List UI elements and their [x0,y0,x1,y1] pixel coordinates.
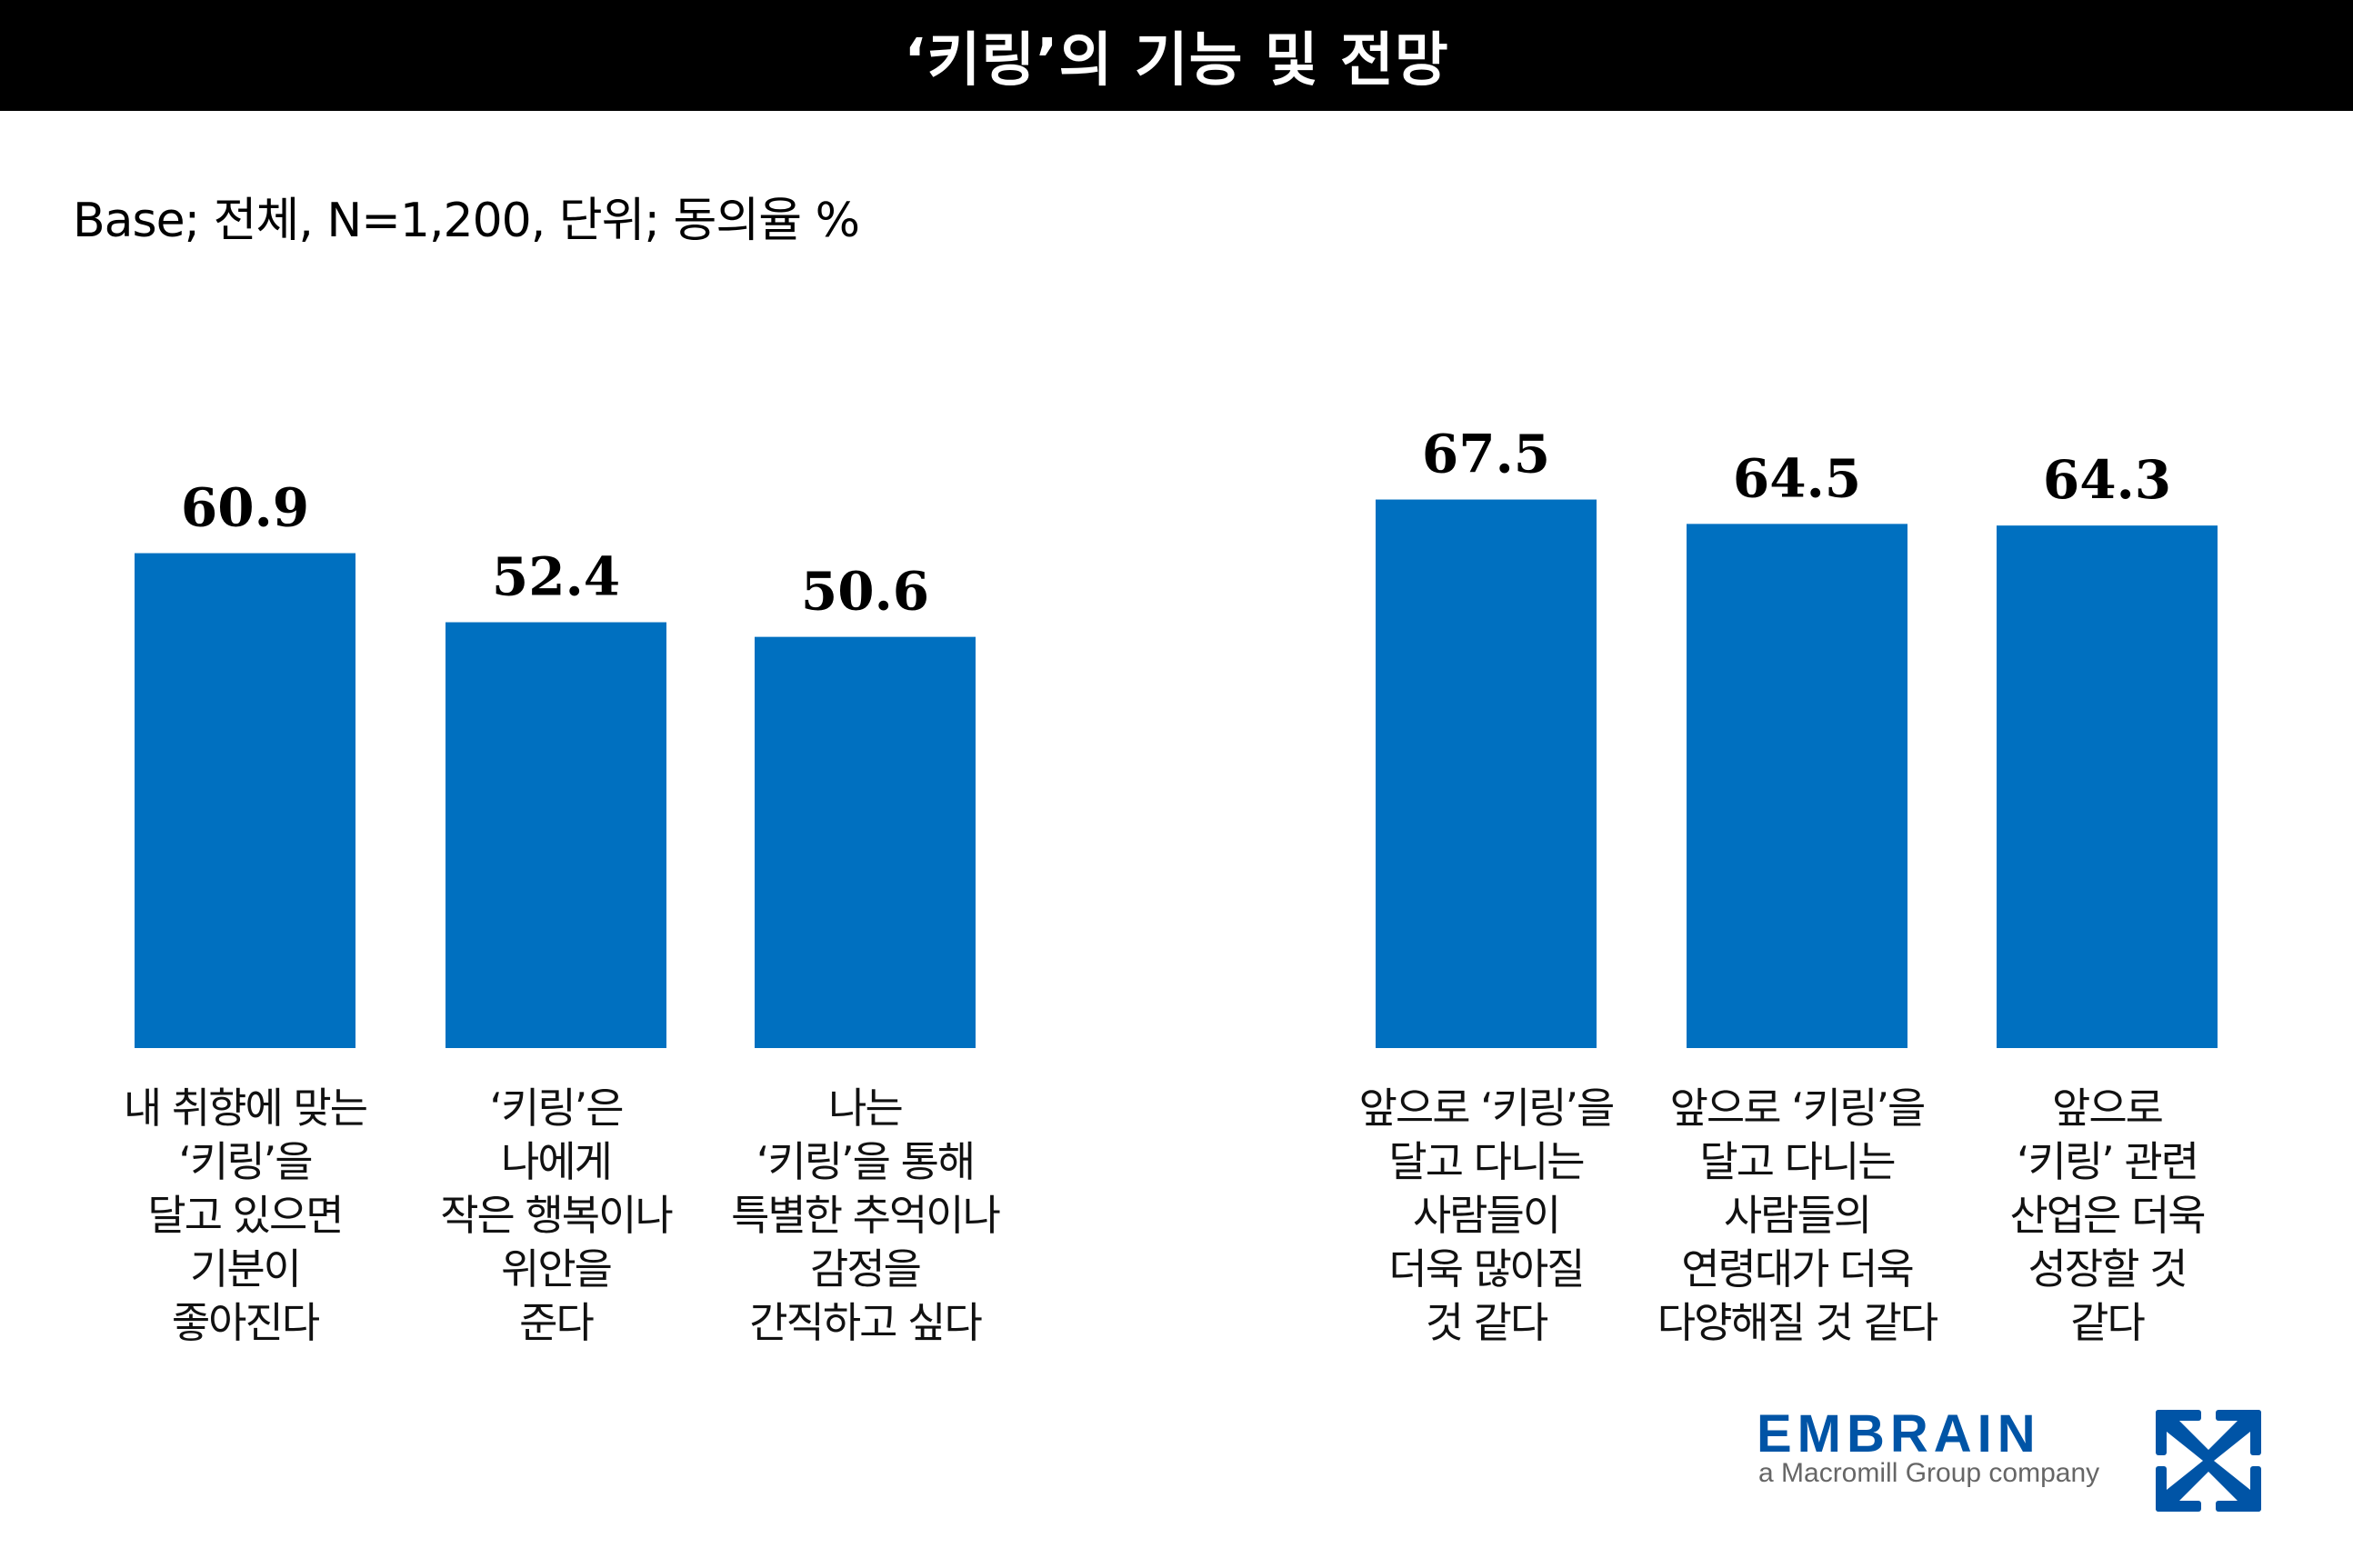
embrain-logo-text: EMBRAIN [1757,1404,2041,1463]
bar [446,622,666,1048]
category-label: 앞으로 ‘키링’ 관련 산업은 더욱 성장할 것 같다 [2009,1084,2206,1347]
bar [1687,524,1907,1048]
embrain-logo-icon [2156,1410,2261,1512]
category-label: ‘키링’은 나에게 작은 행복이나 위안을 준다 [440,1084,674,1347]
value-label: 67.5 [1422,424,1550,485]
title-bar: ‘키링’의 기능 및 전망 [0,0,2353,111]
value-label: 52.4 [492,546,620,608]
bar [135,553,355,1048]
category-label: 앞으로 ‘키링’을 달고 다니는 사람들이 더욱 많아질 것 같다 [1358,1084,1616,1347]
base-note: Base; 전체, N=1,200, 단위; 동의율 % [73,194,860,248]
category-label: 나는 ‘키링’을 통해 특별한 추억이나 감정을 간직하고 싶다 [731,1084,1001,1347]
chart-title: ‘키링’의 기능 및 전망 [904,27,1449,95]
category-label: 내 취향에 맞는 ‘키링’을 달고 있으면 기분이 좋아진다 [123,1084,368,1347]
bar [1997,525,2218,1048]
bar [1376,499,1597,1048]
value-label: 64.3 [2043,449,2171,511]
bar [755,636,976,1048]
value-label: 60.9 [181,477,309,539]
value-label: 64.5 [1733,447,1861,509]
category-label: 앞으로 ‘키링’을 달고 다니는 사람들의 연령대가 더욱 다양해질 것 같다 [1657,1084,1938,1347]
embrain-tagline: a Macromill Group company [1758,1458,2100,1488]
value-label: 50.6 [801,561,929,623]
